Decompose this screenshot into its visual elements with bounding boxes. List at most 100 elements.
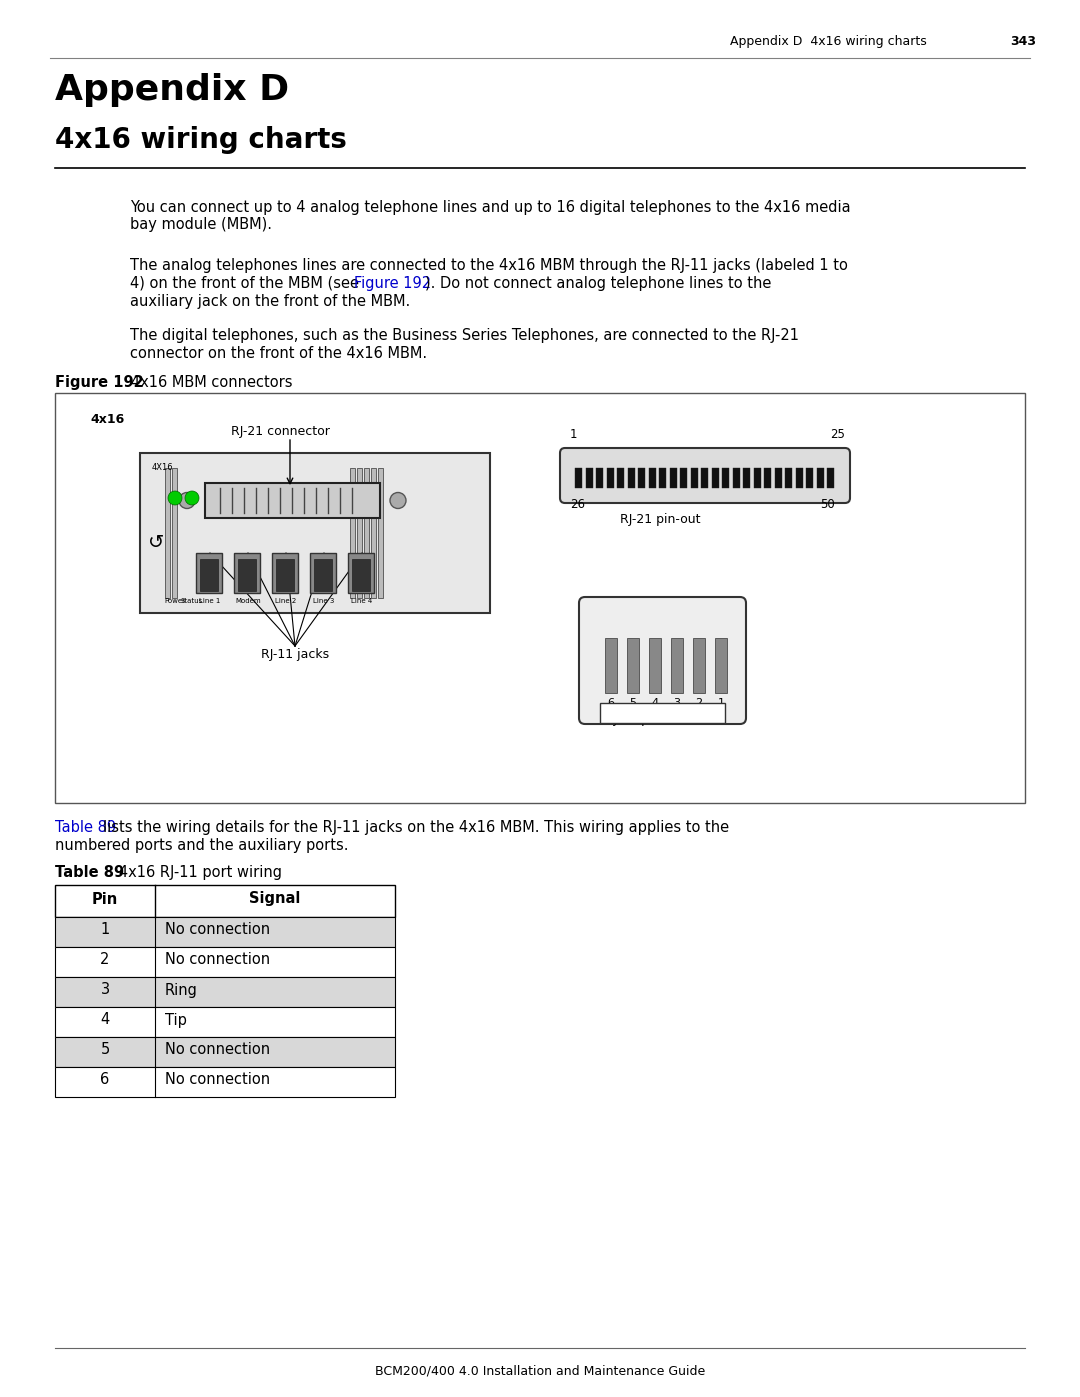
Text: auxiliary jack on the front of the MBM.: auxiliary jack on the front of the MBM.: [130, 293, 410, 309]
Bar: [754, 468, 760, 488]
Text: No connection: No connection: [165, 953, 270, 968]
Bar: [272, 553, 298, 592]
Bar: [55, 947, 395, 977]
Text: 4x16 wiring charts: 4x16 wiring charts: [55, 126, 347, 154]
Text: No connection: No connection: [165, 922, 270, 937]
Bar: [712, 468, 718, 488]
Bar: [605, 638, 617, 693]
Text: lists the wiring details for the RJ-11 jacks on the 4x16 MBM. This wiring applie: lists the wiring details for the RJ-11 j…: [103, 820, 729, 835]
Bar: [690, 468, 698, 488]
FancyBboxPatch shape: [561, 448, 850, 503]
Bar: [238, 559, 256, 591]
FancyBboxPatch shape: [579, 597, 746, 724]
Text: 4x16 MBM connectors: 4x16 MBM connectors: [117, 374, 293, 390]
Text: ). Do not connect analog telephone lines to the: ). Do not connect analog telephone lines…: [426, 277, 771, 291]
Bar: [55, 393, 1025, 803]
Text: The analog telephones lines are connected to the 4x16 MBM through the RJ-11 jack: The analog telephones lines are connecte…: [130, 258, 848, 272]
Bar: [670, 468, 676, 488]
Bar: [55, 886, 395, 916]
Text: ↺: ↺: [148, 534, 164, 552]
Text: 1: 1: [717, 698, 725, 708]
Bar: [200, 559, 218, 591]
Bar: [55, 1037, 395, 1067]
Text: BCM200/400 4.0 Installation and Maintenance Guide: BCM200/400 4.0 Installation and Maintena…: [375, 1365, 705, 1377]
Bar: [648, 468, 656, 488]
Bar: [627, 638, 639, 693]
Bar: [715, 638, 727, 693]
Bar: [600, 703, 725, 724]
Bar: [55, 916, 395, 947]
Bar: [627, 468, 635, 488]
Bar: [55, 1007, 395, 1037]
Bar: [617, 468, 624, 488]
Text: 50: 50: [820, 497, 835, 511]
Bar: [350, 468, 355, 598]
Text: 6: 6: [607, 698, 615, 708]
Text: Ring: Ring: [165, 982, 198, 997]
Text: Status: Status: [180, 598, 203, 604]
Text: connector on the front of the 4x16 MBM.: connector on the front of the 4x16 MBM.: [130, 346, 427, 360]
Bar: [659, 468, 666, 488]
Bar: [357, 468, 362, 598]
Text: Figure 192: Figure 192: [55, 374, 144, 390]
Bar: [785, 468, 792, 488]
Bar: [378, 468, 383, 598]
Bar: [743, 468, 750, 488]
Text: 3: 3: [100, 982, 109, 997]
Text: Pin: Pin: [92, 891, 118, 907]
Bar: [172, 468, 177, 598]
Bar: [314, 559, 332, 591]
Text: Appendix D: Appendix D: [55, 73, 289, 108]
Circle shape: [390, 493, 406, 509]
Bar: [827, 468, 834, 488]
Bar: [195, 553, 222, 592]
Bar: [607, 468, 613, 488]
Bar: [55, 977, 395, 1007]
Bar: [205, 483, 380, 518]
Bar: [234, 553, 260, 592]
Text: 1: 1: [100, 922, 110, 937]
Text: Figure 192: Figure 192: [354, 277, 431, 291]
Text: No connection: No connection: [165, 1042, 270, 1058]
Text: RJ-11 jacks: RJ-11 jacks: [261, 648, 329, 661]
Bar: [774, 468, 782, 488]
Text: Table 89: Table 89: [55, 865, 124, 880]
Bar: [701, 468, 708, 488]
Bar: [55, 977, 395, 1007]
Bar: [596, 468, 603, 488]
Text: Table 89: Table 89: [55, 820, 117, 835]
Bar: [55, 1067, 395, 1097]
Bar: [764, 468, 771, 488]
Text: 4X16: 4X16: [152, 462, 174, 472]
Text: 4: 4: [100, 1013, 110, 1028]
Text: No connection: No connection: [165, 1073, 270, 1087]
Bar: [165, 468, 170, 598]
Text: You can connect up to 4 analog telephone lines and up to 16 digital telephones t: You can connect up to 4 analog telephone…: [130, 200, 851, 232]
Bar: [55, 1007, 395, 1037]
Bar: [55, 1067, 395, 1097]
Bar: [310, 553, 336, 592]
Bar: [585, 468, 593, 488]
Text: RJ-11 pin-out: RJ-11 pin-out: [605, 712, 686, 726]
Text: 4x16: 4x16: [90, 414, 124, 426]
Circle shape: [185, 490, 199, 504]
Text: 3: 3: [674, 698, 680, 708]
Text: Line 3: Line 3: [313, 598, 335, 604]
Text: 2: 2: [696, 698, 703, 708]
Circle shape: [179, 493, 195, 509]
Text: numbered ports and the auxiliary ports.: numbered ports and the auxiliary ports.: [55, 838, 349, 854]
Text: 26: 26: [570, 497, 585, 511]
Text: Line 1: Line 1: [200, 598, 220, 604]
Bar: [140, 453, 490, 613]
Text: 4x16 RJ-11 port wiring: 4x16 RJ-11 port wiring: [105, 865, 282, 880]
Bar: [680, 468, 687, 488]
Bar: [693, 638, 705, 693]
Text: Power: Power: [164, 598, 186, 604]
Bar: [732, 468, 740, 488]
Bar: [364, 468, 369, 598]
Text: 5: 5: [100, 1042, 110, 1058]
Text: Tip: Tip: [165, 1013, 187, 1028]
Text: Appendix D  4x16 wiring charts: Appendix D 4x16 wiring charts: [730, 35, 927, 47]
Bar: [372, 468, 376, 598]
Bar: [55, 916, 395, 947]
